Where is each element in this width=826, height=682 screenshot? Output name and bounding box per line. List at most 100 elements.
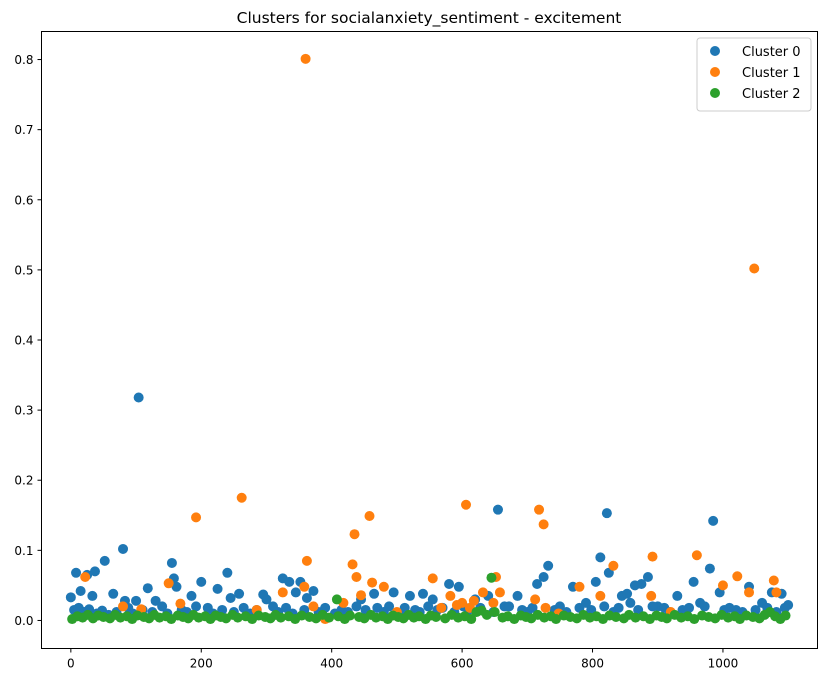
- data-point: [423, 601, 434, 612]
- data-point: [99, 555, 110, 566]
- data-point: [532, 579, 543, 589]
- y-tick-label: 0.2: [14, 474, 33, 488]
- y-tick-label: 0.3: [14, 404, 33, 418]
- y-tick-label: 0.7: [14, 123, 33, 137]
- data-point: [196, 576, 207, 587]
- data-point: [351, 571, 362, 582]
- data-point: [771, 587, 782, 598]
- data-point: [324, 612, 335, 623]
- data-point: [691, 550, 702, 561]
- data-point: [364, 510, 375, 521]
- data-point: [118, 543, 129, 554]
- series-cluster-1: [80, 53, 782, 625]
- data-point: [344, 610, 355, 621]
- data-point: [349, 529, 360, 540]
- data-point: [466, 614, 477, 625]
- data-point: [780, 610, 791, 621]
- x-tick-label: 0: [67, 657, 75, 671]
- data-point: [488, 597, 499, 608]
- data-point: [704, 563, 715, 574]
- x-tick-label: 400: [320, 657, 343, 671]
- data-point: [290, 587, 301, 598]
- data-point: [647, 551, 658, 562]
- x-tick-label: 600: [451, 657, 474, 671]
- data-point: [351, 601, 362, 612]
- data-point: [611, 611, 621, 622]
- data-point: [80, 571, 91, 582]
- data-point: [504, 601, 515, 612]
- data-point: [404, 590, 415, 601]
- data-point: [384, 601, 395, 612]
- data-point: [175, 598, 186, 609]
- y-tick-label: 0.8: [14, 53, 33, 67]
- data-point: [367, 577, 378, 588]
- chart-title: Clusters for socialanxiety_sentiment - e…: [237, 9, 622, 28]
- data-point: [445, 590, 456, 601]
- y-axis: 0.0 0.1 0.2 0.3 0.4 0.5 0.6 0.7 0.8: [14, 53, 42, 628]
- data-point: [301, 593, 312, 604]
- data-point: [768, 575, 779, 586]
- data-point: [461, 499, 472, 510]
- data-point: [453, 581, 464, 592]
- y-tick-label: 0.0: [14, 614, 33, 628]
- data-point: [534, 504, 545, 515]
- data-point: [281, 602, 292, 613]
- data-point: [71, 567, 82, 578]
- data-point: [601, 508, 612, 519]
- legend-marker: [710, 46, 720, 56]
- data-point: [543, 560, 554, 571]
- data-point: [275, 612, 286, 623]
- data-point: [595, 552, 606, 563]
- data-point: [486, 572, 497, 583]
- data-point: [708, 515, 719, 526]
- legend-marker: [710, 67, 720, 77]
- data-point: [622, 588, 633, 599]
- data-point: [625, 597, 636, 608]
- data-point: [65, 592, 76, 603]
- data-point: [608, 560, 619, 571]
- data-point: [647, 601, 658, 612]
- data-point: [296, 610, 307, 621]
- y-tick-label: 0.1: [14, 544, 33, 558]
- legend-box: [696, 37, 812, 112]
- data-point: [477, 587, 488, 598]
- data-point: [222, 567, 233, 578]
- data-point: [574, 581, 585, 592]
- data-point: [744, 587, 755, 598]
- data-point: [699, 601, 710, 612]
- data-point: [530, 594, 541, 605]
- data-point: [331, 594, 342, 605]
- data-point: [538, 519, 549, 530]
- data-point: [347, 559, 358, 570]
- data-point: [436, 602, 447, 613]
- data-point: [494, 587, 505, 598]
- legend-label: Cluster 1: [742, 66, 801, 81]
- data-point: [308, 586, 319, 597]
- data-point: [457, 597, 468, 608]
- legend: Cluster 0 Cluster 1 Cluster 2: [696, 37, 812, 112]
- data-point: [599, 601, 610, 612]
- data-point: [481, 609, 492, 620]
- data-point: [212, 583, 223, 594]
- data-point: [131, 595, 142, 606]
- legend-marker: [710, 88, 720, 98]
- data-point: [108, 588, 119, 599]
- data-point: [299, 581, 310, 592]
- data-point: [444, 579, 455, 589]
- data-point: [551, 614, 562, 625]
- data-point: [417, 588, 428, 599]
- data-point: [538, 571, 549, 582]
- data-point: [75, 586, 86, 597]
- data-point: [431, 611, 442, 622]
- data-point: [642, 571, 653, 582]
- data-point: [378, 581, 389, 592]
- data-point: [689, 614, 700, 625]
- data-point: [284, 576, 295, 587]
- data-point: [186, 590, 197, 601]
- data-point: [590, 576, 601, 587]
- y-tick-label: 0.4: [14, 334, 33, 348]
- data-point: [468, 595, 479, 606]
- x-tick-label: 800: [581, 657, 604, 671]
